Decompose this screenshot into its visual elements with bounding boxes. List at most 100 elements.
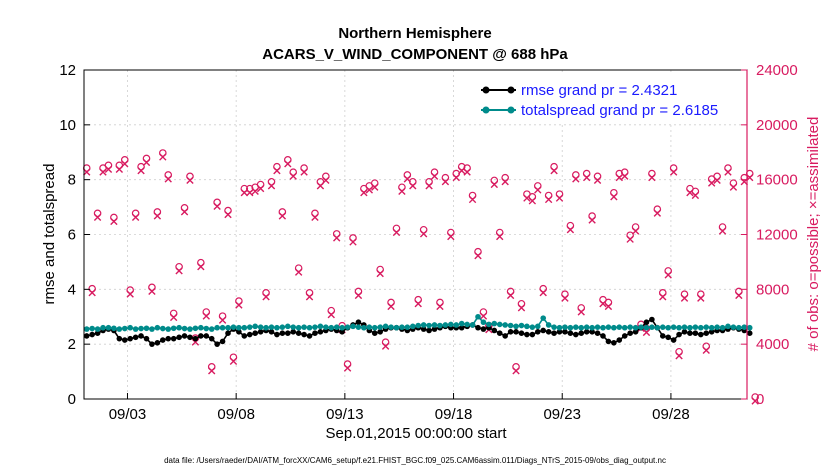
obs-point [186, 172, 194, 184]
obs-point [561, 290, 569, 302]
rmse-point [562, 329, 568, 335]
rmse-point [127, 335, 133, 342]
obs-assimilated-marker [180, 208, 189, 216]
obs-assimilated-marker [718, 227, 727, 235]
legend-rmse-label: rmse grand pr = 2.4321 [521, 82, 677, 99]
obs-point [512, 363, 520, 375]
obs-point [463, 164, 471, 176]
totalspread-point [246, 324, 253, 330]
obs-assimilated-marker [360, 188, 368, 197]
totalspread-point [502, 322, 508, 328]
y-tick-label: 2 [68, 336, 76, 353]
obs-point [675, 347, 683, 360]
obs-assimilated-marker [235, 301, 243, 309]
totalspread-point [507, 322, 514, 329]
obs-assimilated-marker [169, 313, 178, 322]
rmse-point [643, 319, 650, 326]
obs-point [137, 162, 145, 175]
obs-point [294, 264, 303, 276]
rmse-point [529, 331, 536, 338]
totalspread-point [583, 324, 590, 330]
obs-point [457, 162, 466, 175]
totalspread-point [426, 322, 432, 329]
x-tick-label: 09/13 [326, 406, 364, 423]
rmse-point [159, 337, 166, 343]
totalspread-point [165, 326, 172, 332]
obs-assimilated-marker [246, 188, 254, 197]
left-axis: 0 2 4 6 8 10 12 [59, 62, 90, 408]
obs-point [658, 289, 667, 301]
obs-point [224, 206, 232, 219]
totalspread-point [518, 322, 525, 329]
obs-point [577, 304, 586, 316]
obs-point [713, 172, 721, 184]
x-tick-label: 09/18 [435, 406, 473, 423]
totalspread-point [464, 321, 470, 328]
y-axis-right-label: # of obs: o=possible; ×=assimilated [805, 117, 822, 352]
x-tick-label: 09/08 [217, 406, 255, 423]
obs-point [610, 188, 618, 201]
obs-assimilated-marker [517, 304, 526, 312]
obs-assimilated-marker [316, 182, 325, 190]
totalspread-point [274, 324, 280, 331]
obs-point [408, 177, 417, 190]
obs-assimilated-marker [474, 251, 482, 260]
obs-point [566, 221, 575, 234]
obs-point [376, 265, 384, 278]
totalspread-point [540, 315, 547, 321]
totalspread-point [730, 324, 737, 330]
obs-assimilated-marker [305, 293, 314, 301]
obs-point [327, 306, 336, 319]
obs-point [539, 284, 548, 297]
obs-assimilated-marker [333, 234, 341, 242]
chart-subtitle: ACARS_V_WIND_COMPONENT @ 688 hPa [262, 46, 568, 63]
obs-assimilated-marker [148, 287, 156, 296]
totalspread-point [295, 324, 302, 331]
totalspread-point [393, 324, 400, 331]
obs-point [506, 287, 515, 300]
rmse-point [246, 331, 253, 338]
totalspread-point [241, 324, 248, 331]
rmse-point [616, 337, 623, 343]
totalspread-point [279, 324, 286, 330]
totalspread-point [573, 324, 579, 330]
obs-assimilated-marker [392, 228, 401, 237]
obs-assimilated-marker [159, 153, 167, 161]
rmse-point [371, 330, 378, 337]
obs-assimilated-marker [142, 158, 151, 167]
rmse-point [420, 326, 427, 332]
obs-assimilated-marker [371, 183, 379, 191]
totalspread-point [225, 324, 231, 331]
rmse-point [589, 329, 595, 335]
legend-totalspread-marker [507, 106, 515, 114]
obs-assimilated-marker [669, 168, 678, 176]
obs-point [229, 353, 238, 365]
obs-point [490, 176, 499, 189]
y-tick-label: 4 [68, 281, 76, 298]
totalspread-point [437, 322, 443, 329]
rmse-point [377, 329, 383, 335]
rmse-point [355, 319, 362, 326]
totalspread-point [154, 324, 161, 331]
totalspread-point [214, 324, 220, 331]
totalspread-point [605, 324, 612, 330]
rmse-point [708, 329, 715, 335]
y-tick-label: 0 [68, 391, 76, 408]
totalspread-point [350, 323, 356, 330]
totalspread-point [377, 324, 383, 330]
y-tick-label: 10 [59, 117, 76, 134]
obs-point [104, 161, 113, 174]
obs-point [436, 298, 444, 311]
totalspread-point [94, 326, 101, 332]
obs-assimilated-marker [175, 267, 183, 275]
obs-point [572, 171, 580, 183]
obs-point [447, 228, 455, 241]
rmse-point [219, 338, 226, 345]
totalspread-point [736, 324, 742, 331]
totalspread-point [741, 324, 748, 330]
obs-assimilated-marker [582, 173, 591, 182]
obs-assimilated-marker [452, 173, 460, 182]
totalspread-point [121, 325, 128, 332]
totalspread-point [746, 324, 753, 331]
